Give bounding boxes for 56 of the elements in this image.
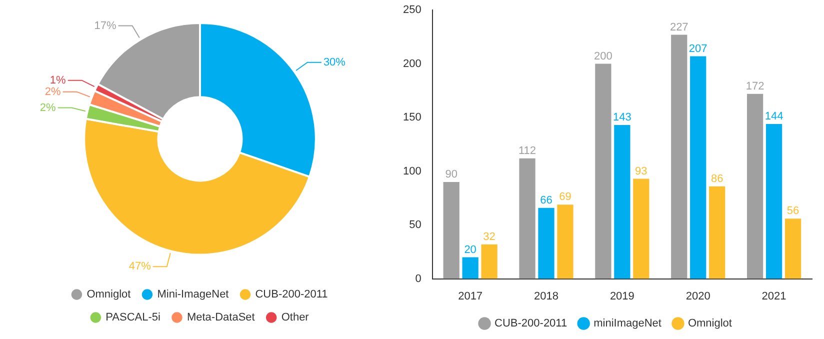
- bar: [746, 94, 764, 279]
- bar: [481, 244, 498, 279]
- bar: [595, 64, 612, 279]
- bar: [614, 125, 630, 279]
- data-label: 93: [635, 165, 648, 178]
- data-label: 56: [786, 205, 800, 218]
- data-label: 200: [594, 50, 612, 62]
- data-label: 66: [540, 194, 552, 206]
- x-tick-label: 2020: [686, 290, 710, 302]
- x-tick-label: 2017: [458, 290, 483, 302]
- data-label: 172: [746, 80, 764, 92]
- legend-label: Omniglot: [688, 318, 732, 330]
- legend-label: CUB-200-2011: [255, 288, 328, 301]
- bar: [690, 56, 706, 279]
- legend-label: Meta-DataSet: [186, 312, 255, 324]
- data-label: 112: [518, 144, 536, 157]
- bar: [519, 158, 536, 279]
- data-label: 227: [670, 21, 688, 34]
- x-tick-label: 2019: [610, 290, 634, 302]
- legend-label: miniImageNet: [594, 318, 662, 330]
- x-tick-label: 2018: [534, 290, 558, 302]
- y-tick-label: 150: [402, 112, 422, 124]
- legend-label: Other: [281, 312, 310, 324]
- data-label: 207: [688, 42, 708, 55]
- data-label: 20: [464, 244, 476, 256]
- x-tick-label: 2021: [762, 290, 786, 302]
- bar: [671, 34, 688, 279]
- data-label: 69: [559, 191, 572, 204]
- data-label: 47%: [128, 260, 152, 273]
- bar: [538, 208, 554, 279]
- bar: [443, 182, 460, 279]
- data-label: 86: [710, 172, 724, 185]
- y-tick-label: 250: [402, 4, 422, 16]
- legend-label: Omniglot: [86, 288, 131, 301]
- bar: [784, 218, 802, 279]
- y-tick-label: 200: [402, 58, 422, 70]
- data-label: 1%: [50, 74, 66, 86]
- y-tick-label: 50: [409, 219, 422, 232]
- y-tick-label: 0: [415, 272, 422, 285]
- bar: [462, 257, 478, 279]
- data-label: 32: [483, 230, 496, 243]
- bar: [709, 186, 726, 279]
- bar: [633, 178, 650, 279]
- bar: [557, 204, 574, 279]
- data-label: 30%: [323, 56, 346, 68]
- legend-label: CUB-200-2011: [494, 318, 568, 330]
- y-tick-label: 100: [402, 165, 422, 178]
- data-label: 2%: [40, 102, 56, 114]
- bar: [766, 124, 782, 279]
- data-label: 2%: [44, 86, 61, 98]
- data-label: 17%: [94, 20, 116, 32]
- legend-label: PASCAL-5i: [106, 312, 160, 324]
- data-label: 143: [612, 112, 632, 124]
- data-label: 144: [764, 110, 784, 122]
- legend-label: Mini-ImageNet: [157, 288, 229, 301]
- data-label: 90: [445, 168, 458, 181]
